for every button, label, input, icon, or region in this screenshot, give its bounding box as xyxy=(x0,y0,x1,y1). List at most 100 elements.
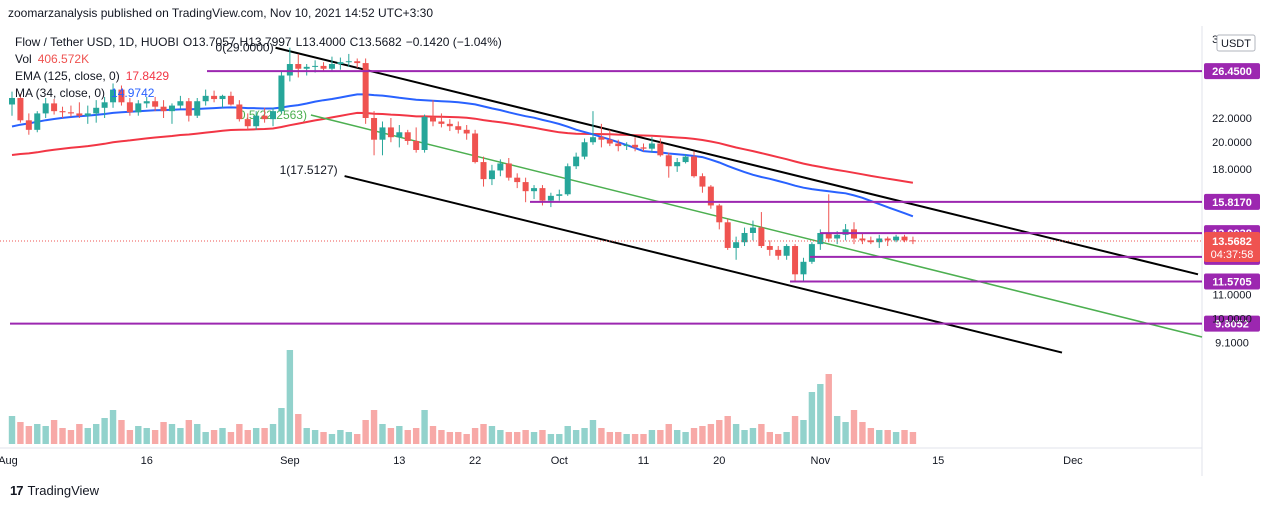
volume-bar xyxy=(311,430,319,444)
candle-body xyxy=(606,139,613,144)
price-chart[interactable]: 0(29.0000)0.5(22.2563)1(17.5127) 26.4500… xyxy=(0,26,1280,476)
volume-bar xyxy=(194,424,201,444)
candle-body xyxy=(202,95,209,102)
candle-body xyxy=(455,126,462,130)
candle-body xyxy=(716,205,723,223)
candle-body xyxy=(34,113,41,130)
volume-bar xyxy=(707,424,715,444)
x-tick-label: Dec xyxy=(1063,455,1083,467)
x-tick-label: 15 xyxy=(932,455,944,467)
candle-body xyxy=(320,65,327,69)
y-tick-label: 20.0000 xyxy=(1212,137,1252,149)
candle-body xyxy=(387,127,394,138)
candle-body xyxy=(354,61,361,64)
volume-bar xyxy=(825,374,832,444)
candle-body xyxy=(674,162,681,167)
candle-body xyxy=(564,166,571,195)
volume-bar xyxy=(463,434,470,444)
volume-bar xyxy=(177,428,184,444)
volume-bar xyxy=(581,428,588,444)
y-tick-label: 9.1000 xyxy=(1215,338,1249,350)
candle-body xyxy=(463,129,470,134)
candle-body xyxy=(143,101,150,104)
x-tick-label: 11 xyxy=(638,455,649,467)
volume-bar xyxy=(842,422,849,444)
candle-body xyxy=(783,246,790,256)
volume-bar xyxy=(690,428,698,444)
volume-bar xyxy=(497,430,504,444)
x-tick-label: Aug xyxy=(0,455,18,467)
volume-bar xyxy=(859,422,866,444)
volume-bar xyxy=(808,392,816,444)
volume-bar xyxy=(151,430,159,444)
candle-body xyxy=(876,238,883,243)
volume-bar xyxy=(724,416,731,444)
volume-bar xyxy=(800,420,807,444)
volume-bar xyxy=(210,430,218,444)
price-axis: 30.000022.000020.000018.000011.000010.00… xyxy=(1212,34,1256,350)
volume-bar xyxy=(261,428,268,444)
candle-body xyxy=(488,170,495,180)
candle-body xyxy=(884,238,891,241)
volume-bar xyxy=(354,434,361,444)
volume-bar xyxy=(295,414,302,444)
legend-ema: EMA (125, close, 0) 17.8429 xyxy=(15,69,169,83)
volume-bar xyxy=(404,430,411,444)
candle-body xyxy=(733,242,740,248)
candle-body xyxy=(84,113,91,116)
volume-bar xyxy=(236,424,243,444)
candle-body xyxy=(842,229,849,235)
candle-body xyxy=(472,133,479,163)
volume-bar xyxy=(328,434,336,444)
candle-body xyxy=(17,97,24,121)
volume-bar xyxy=(143,428,150,444)
volume-bar xyxy=(17,422,24,444)
candle-body xyxy=(303,66,310,69)
volume-bar xyxy=(522,430,529,444)
y-tick-label: 11.0000 xyxy=(1213,289,1252,301)
volume-bar xyxy=(396,426,403,444)
candle-body xyxy=(531,188,538,192)
candle-body xyxy=(118,89,125,103)
candle-body xyxy=(589,137,596,143)
current-price-label: 13.5682 xyxy=(1212,236,1252,248)
candle-body xyxy=(227,95,234,105)
candle-body xyxy=(556,194,563,196)
legend-ma: MA (34, close, 0) 14.9742 xyxy=(15,86,155,100)
volume-bar xyxy=(227,432,235,444)
channel-mid-line xyxy=(310,114,1203,338)
ma-34-line xyxy=(11,93,914,218)
ma-line xyxy=(11,93,914,218)
candle-body xyxy=(312,65,319,67)
footer-brand[interactable]: 17 TradingView xyxy=(10,483,99,498)
candle-body xyxy=(893,236,900,241)
volume-bar xyxy=(278,408,285,444)
volume-bar xyxy=(471,428,479,444)
legend-volume: Vol 406.572K xyxy=(15,52,89,66)
candle-body xyxy=(547,195,554,201)
volume-bar xyxy=(50,420,58,444)
candle-body xyxy=(25,120,32,130)
channel-label-bottom: 1(17.5127) xyxy=(280,163,338,177)
candle-body xyxy=(741,232,748,243)
channel-upper-line xyxy=(275,46,1199,276)
candle-body xyxy=(817,232,824,245)
volume-bar xyxy=(833,416,841,444)
volume-bar xyxy=(699,426,706,444)
price-level-tag xyxy=(1204,193,1260,210)
volume-bar xyxy=(867,428,875,444)
volume-bar xyxy=(303,428,310,444)
candle-body xyxy=(42,103,49,114)
candle-body xyxy=(286,64,293,76)
candle-body xyxy=(404,132,411,141)
volume-bar xyxy=(362,420,369,444)
volume-bar xyxy=(202,432,209,444)
candle-body xyxy=(514,177,521,183)
volume-bar xyxy=(539,430,546,444)
candle-body xyxy=(160,106,167,112)
volume-bar xyxy=(42,426,49,444)
x-tick-label: 20 xyxy=(713,455,725,467)
volume-bar xyxy=(657,430,664,444)
price-level-tag xyxy=(1204,273,1260,290)
candle-body xyxy=(337,62,344,65)
